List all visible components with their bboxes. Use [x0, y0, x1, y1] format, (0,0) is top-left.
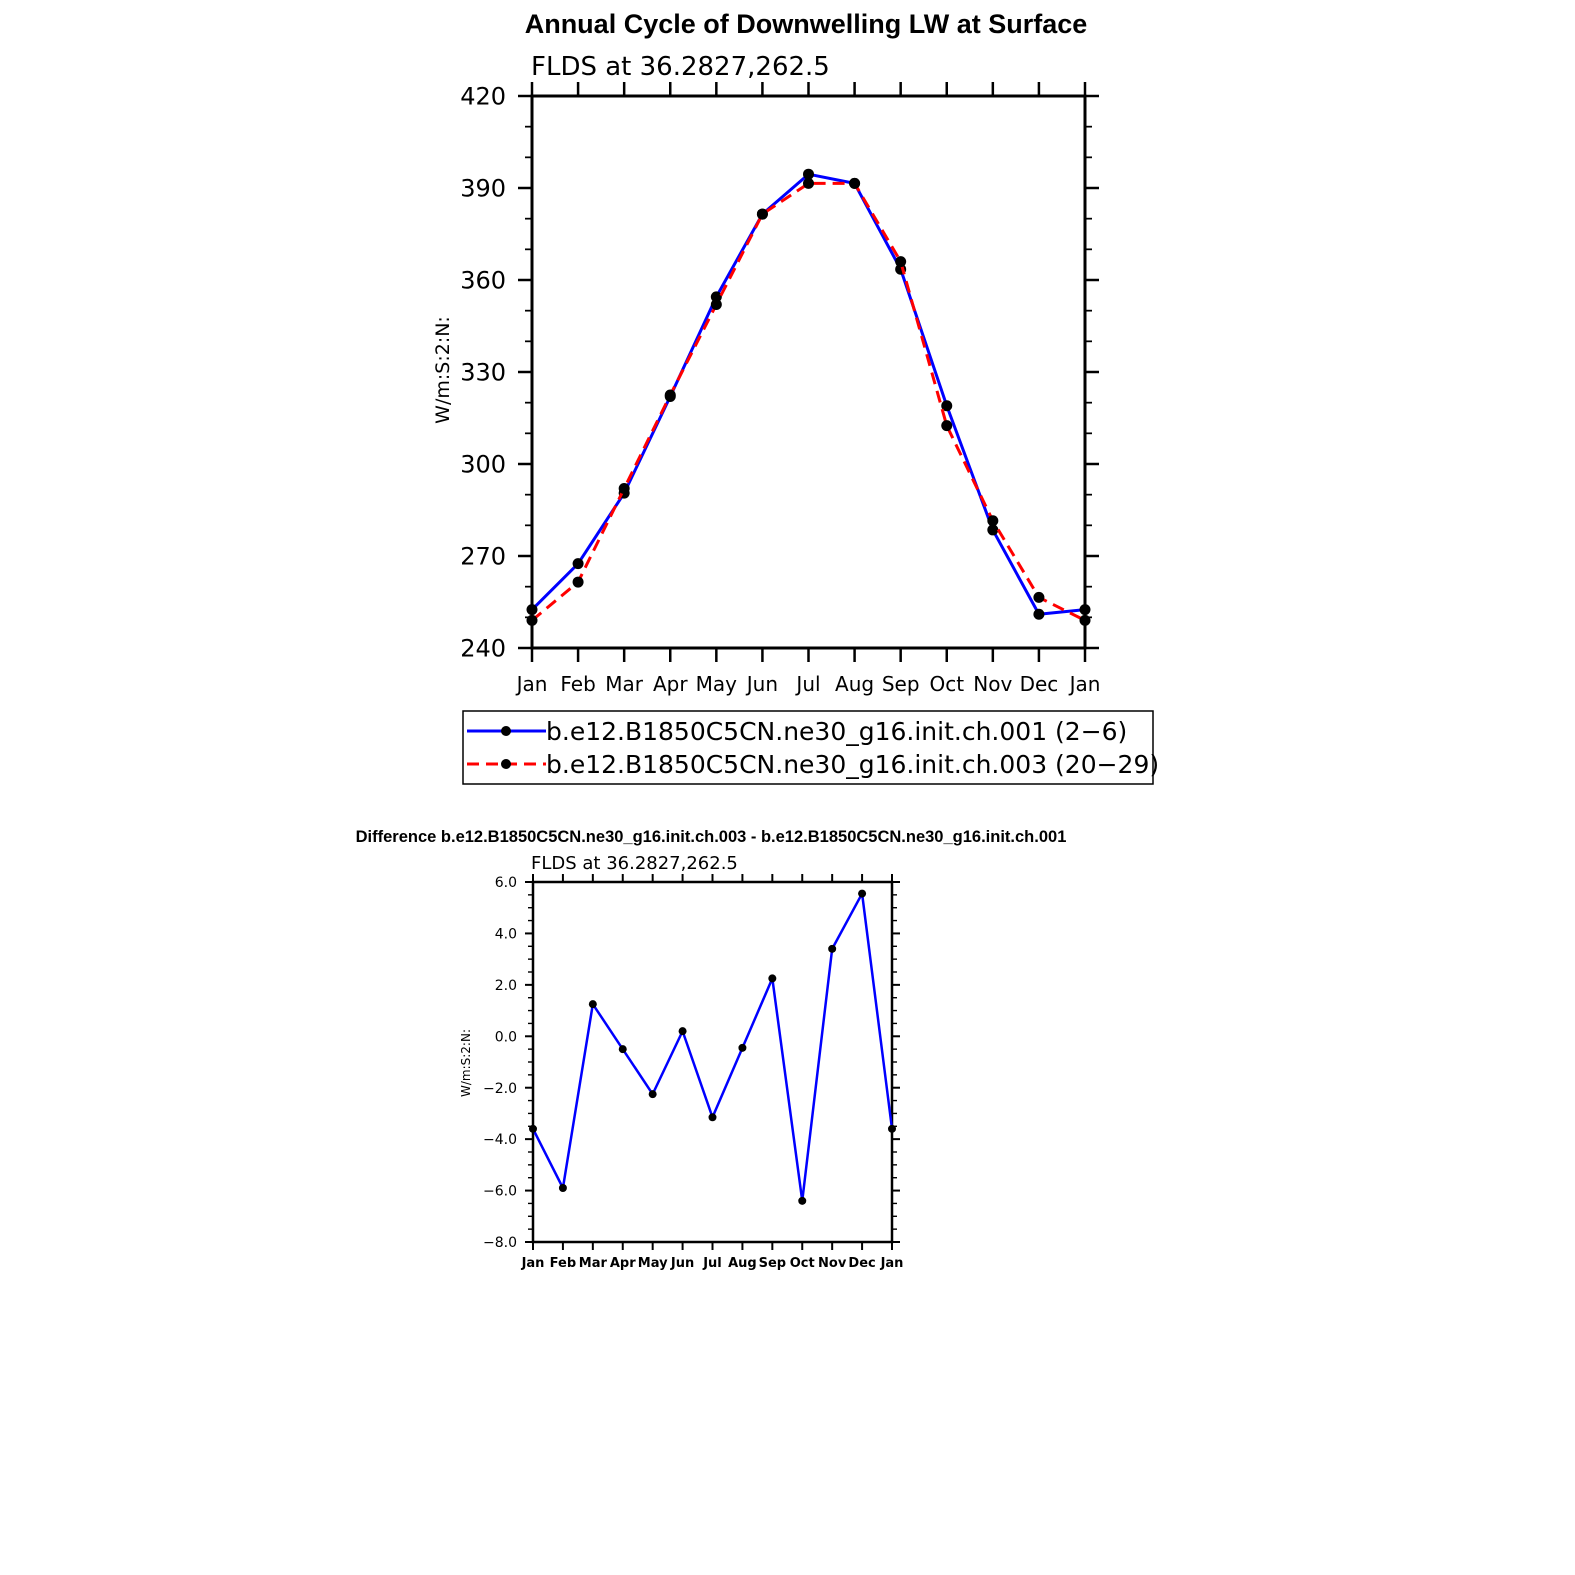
x-tick-label: Aug	[835, 672, 874, 696]
legend-box	[462, 710, 1154, 785]
series-1-point	[803, 168, 814, 180]
x-tick-label: May	[696, 672, 738, 696]
legend-entry-series-2: b.e12.B1850C5CN.ne30_g16.init.ch.003 (20…	[467, 750, 1159, 779]
y-tick-label: −2.0	[483, 1081, 517, 1097]
series-1-point	[987, 524, 999, 536]
series-1-point	[941, 400, 953, 412]
series-2-point	[941, 420, 953, 432]
series-1-point	[828, 944, 837, 953]
x-tick-label: Apr	[610, 1256, 636, 1271]
series-1-point	[1079, 604, 1091, 616]
series-1-point	[1033, 608, 1045, 620]
x-tick-label: Apr	[653, 672, 688, 696]
x-tick-label: Jul	[794, 672, 820, 696]
chart2-subtitle: FLDS at 36.2827,262.5	[531, 853, 738, 874]
y-tick-label: 300	[460, 451, 506, 479]
chart2-title: Difference b.e12.B1850C5CN.ne30_g16.init…	[356, 828, 1067, 846]
x-tick-label: Jul	[702, 1256, 722, 1271]
series-2-line	[531, 181, 1086, 622]
series-2-point	[710, 299, 722, 311]
series-1-point	[678, 1027, 687, 1036]
chart1-title: Annual Cycle of Downwelling LW at Surfac…	[525, 9, 1088, 39]
x-tick-label: Mar	[605, 672, 644, 696]
x-tick-label: Sep	[759, 1256, 787, 1271]
x-tick-label: Feb	[550, 1256, 576, 1271]
x-tick-label: Jun	[670, 1256, 694, 1271]
series-1-point	[588, 1000, 597, 1009]
y-tick-label: −6.0	[483, 1184, 517, 1200]
x-tick-label: May	[638, 1256, 668, 1271]
series-1-point	[798, 1196, 807, 1205]
series-1-point	[572, 558, 584, 570]
series-2-point	[987, 515, 999, 527]
series-2-point	[1033, 591, 1045, 603]
x-tick-label: Feb	[560, 672, 595, 696]
y-tick-label: 2.0	[495, 978, 517, 994]
x-tick-label: Dec	[1020, 672, 1059, 696]
y-tick-label: 420	[460, 83, 506, 111]
x-tick-label: Jan	[880, 1256, 904, 1271]
y-tick-label: 390	[460, 175, 506, 203]
legend-marker-series-1	[501, 726, 511, 736]
y-tick-label: −4.0	[483, 1132, 517, 1148]
legend-label-series-2: b.e12.B1850C5CN.ne30_g16.init.ch.003 (20…	[546, 750, 1159, 779]
x-tick-label: Oct	[929, 672, 964, 696]
y-tick-label: 0.0	[495, 1029, 517, 1045]
series-2-point	[526, 614, 538, 626]
series-2-point	[664, 389, 676, 401]
y-tick-label: 4.0	[495, 926, 517, 942]
series-1-point	[858, 889, 867, 898]
series-1-line	[531, 892, 894, 1203]
series-2-point	[1079, 614, 1091, 626]
x-tick-label: Dec	[848, 1256, 875, 1271]
y-tick-label: 330	[460, 359, 506, 387]
series-1-point	[710, 291, 722, 303]
series-1-point	[558, 1184, 567, 1192]
x-tick-label: Mar	[579, 1256, 608, 1271]
series-2-point	[803, 177, 814, 189]
x-tick-label: Oct	[790, 1256, 815, 1271]
legend-entry-series-1: b.e12.B1850C5CN.ne30_g16.init.ch.001 (2−…	[467, 717, 1127, 746]
y-tick-label: 270	[460, 543, 506, 571]
chart1-legend: b.e12.B1850C5CN.ne30_g16.init.ch.001 (2−…	[462, 710, 1159, 785]
series-1-point	[529, 1124, 537, 1133]
series-1-point	[768, 974, 777, 983]
chart1-ylabel: W/m:S:2:N:	[432, 316, 454, 424]
series-1-point	[618, 1045, 627, 1054]
series-1-line	[530, 172, 1086, 616]
x-tick-label: Sep	[882, 672, 920, 696]
annual-cycle-chart: Annual Cycle of Downwelling LW at Surfac…	[432, 9, 1159, 785]
x-tick-label: Jan	[1068, 672, 1101, 696]
y-tick-label: 6.0	[495, 875, 517, 891]
series-1-point	[708, 1113, 717, 1122]
chart1-subtitle: FLDS at 36.2827,262.5	[531, 52, 830, 82]
y-tick-label: −8.0	[483, 1235, 517, 1251]
x-tick-label: Jan	[521, 1256, 545, 1271]
series-2-point	[572, 576, 584, 588]
series-1-point	[648, 1090, 657, 1099]
series-2-point	[756, 208, 768, 220]
x-tick-label: Jan	[515, 672, 548, 696]
x-tick-label: Jun	[745, 672, 778, 696]
series-1-point	[738, 1043, 747, 1052]
y-tick-label: 240	[460, 635, 506, 663]
legend-marker-series-2	[501, 759, 511, 769]
x-tick-label: Nov	[818, 1256, 847, 1271]
x-tick-label: Aug	[728, 1256, 757, 1271]
series-1-point	[888, 1124, 896, 1133]
series-2-point	[895, 256, 907, 268]
series-2-point	[849, 177, 861, 189]
chart2-ylabel: W/m:S:2:N:	[459, 1029, 473, 1097]
series-2-point	[618, 483, 630, 495]
legend-label-series-1: b.e12.B1850C5CN.ne30_g16.init.ch.001 (2−…	[546, 717, 1127, 746]
difference-chart: Difference b.e12.B1850C5CN.ne30_g16.init…	[356, 828, 1067, 1271]
x-tick-label: Nov	[973, 672, 1012, 696]
y-tick-label: 360	[460, 267, 506, 295]
series-1-point	[526, 604, 538, 616]
